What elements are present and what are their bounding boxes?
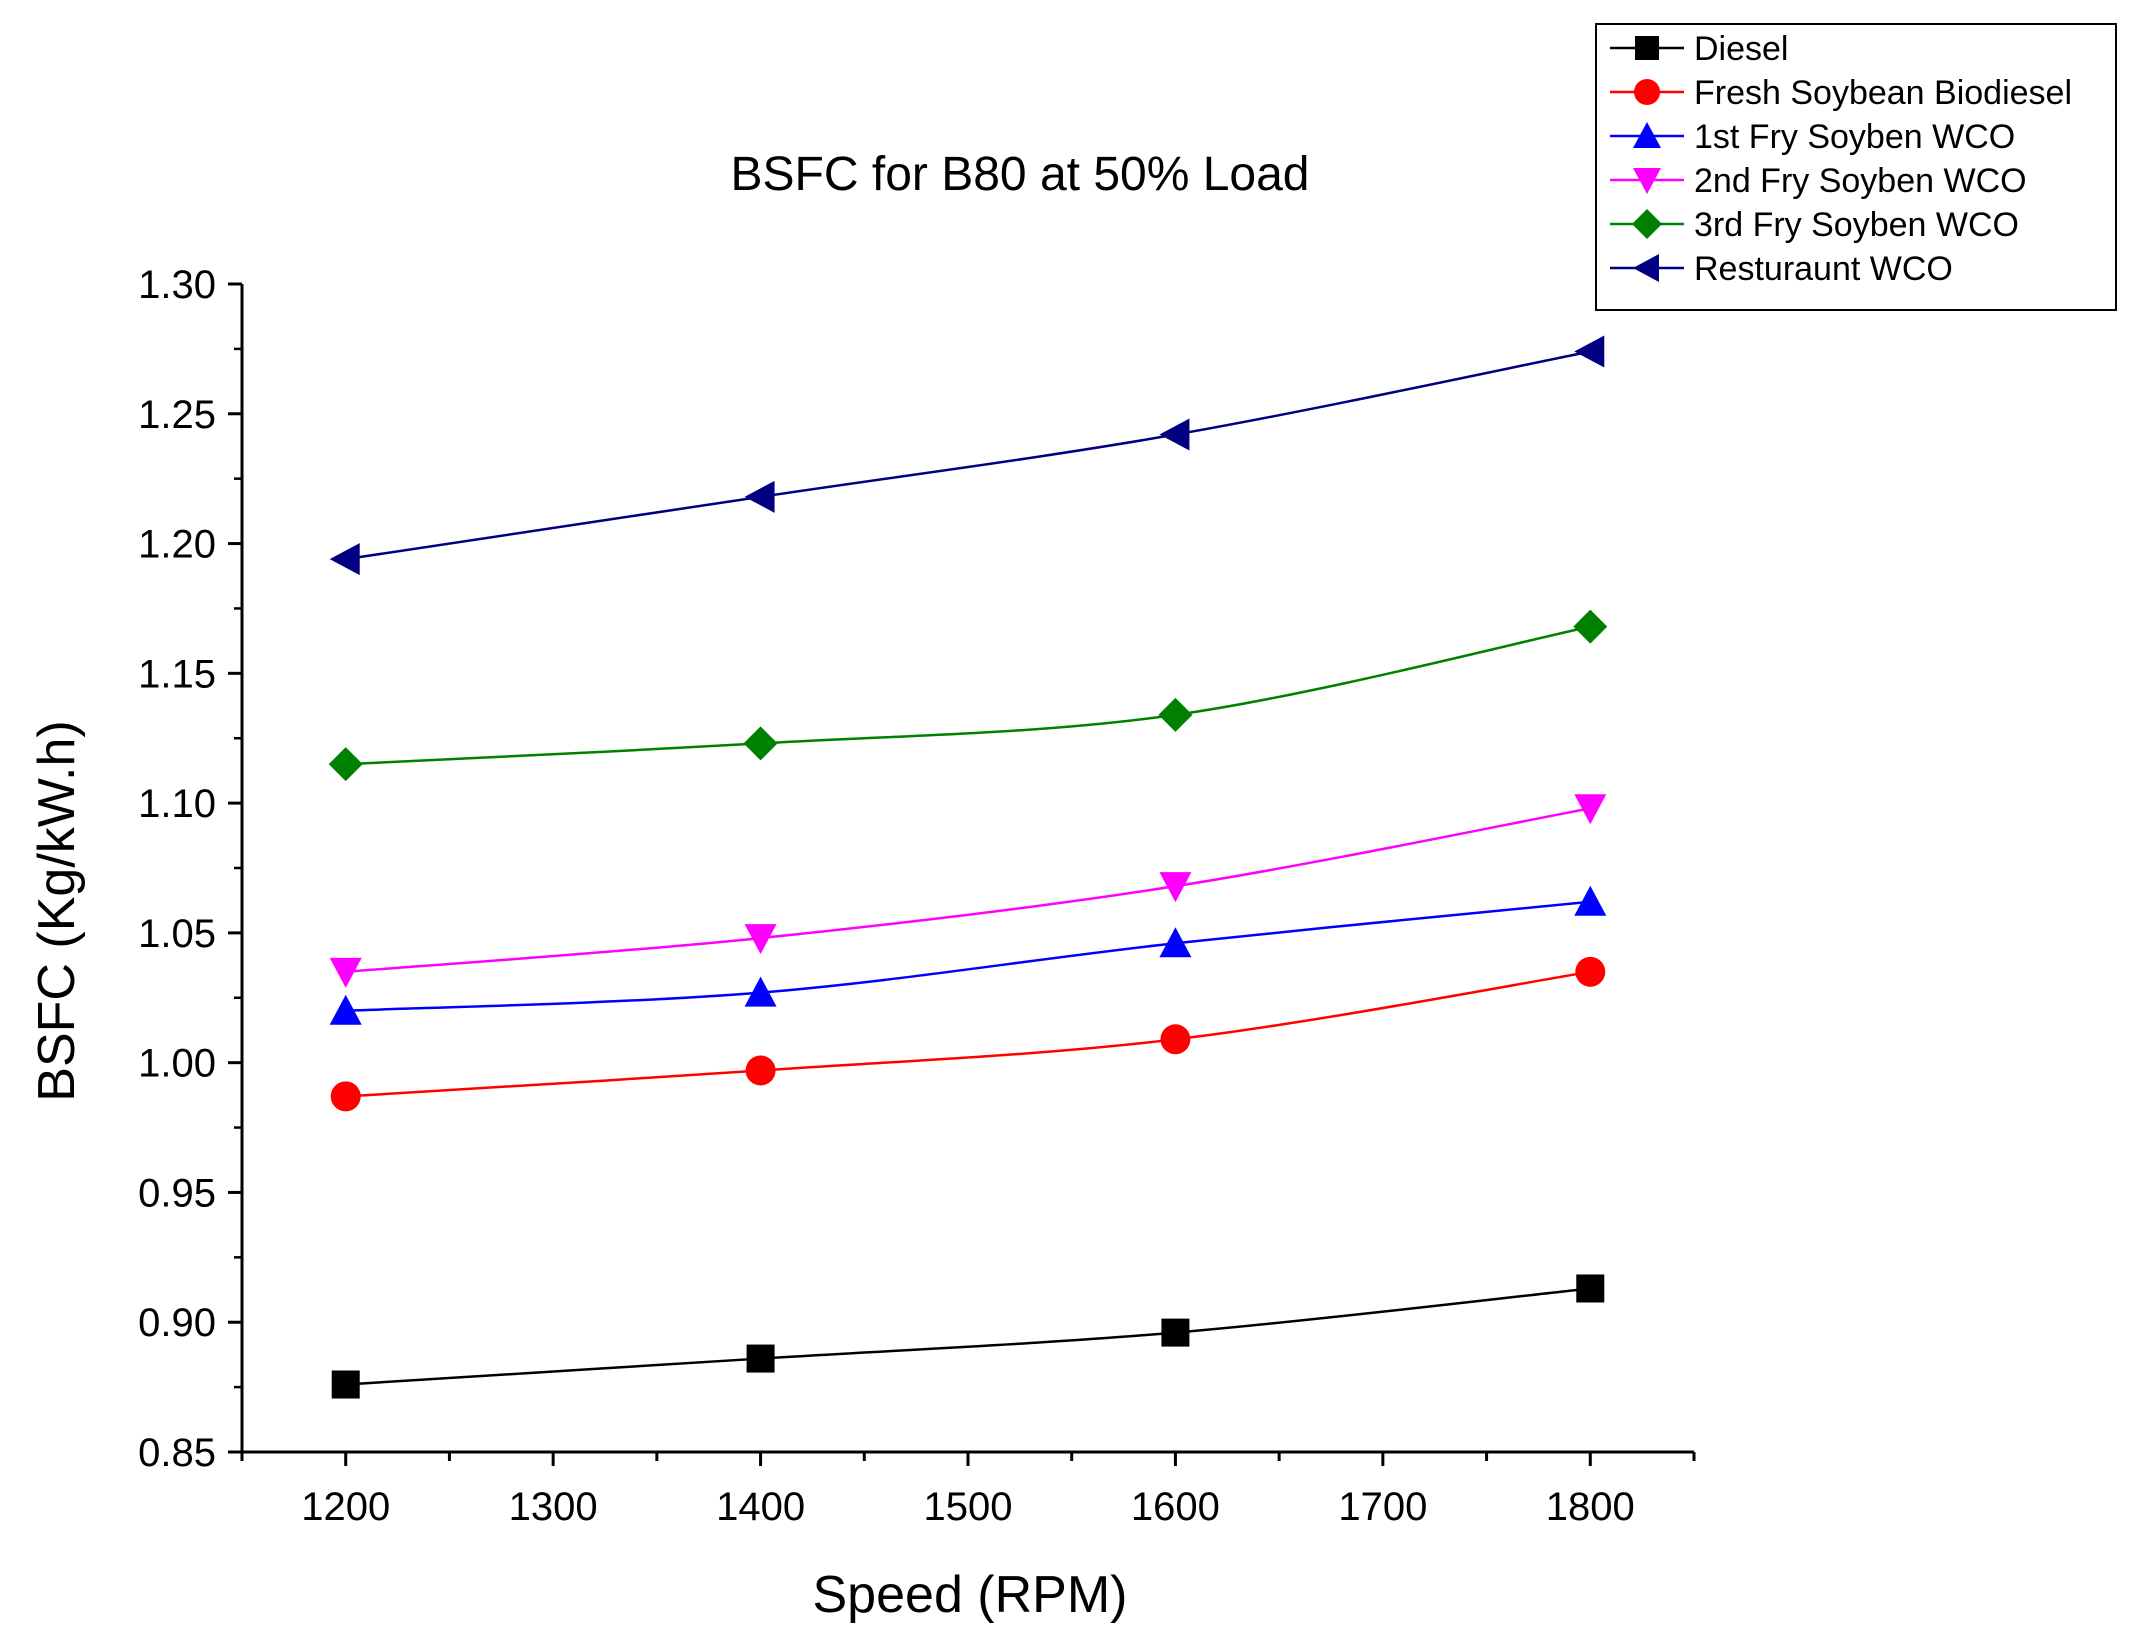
data-point-4 — [328, 747, 363, 782]
series-lines — [345, 350, 1591, 1386]
legend-marker-2 — [1633, 122, 1661, 148]
legend-label-2: 1st Fry Soyben WCO — [1694, 118, 2015, 156]
x-tick-label: 1600 — [1131, 1485, 1220, 1529]
legend-box — [1595, 23, 2117, 311]
y-tick-label: 1.15 — [138, 652, 216, 696]
series-markers — [328, 335, 1608, 1399]
y-tick-label: 1.30 — [138, 263, 216, 307]
y-tick-label: 0.95 — [138, 1171, 216, 1215]
data-point-5 — [1159, 418, 1190, 451]
data-point-2 — [329, 994, 362, 1025]
data-point-1 — [1575, 956, 1606, 987]
data-point-0 — [1576, 1274, 1605, 1303]
y-tick-label: 1.25 — [138, 393, 216, 437]
axes: 0.85 0.90 0.95 1.00 1.05 1.10 1.15 1.20 1.25 1.30… — [138, 263, 1696, 1529]
data-point-2 — [744, 976, 777, 1007]
data-point-5 — [744, 480, 775, 513]
data-point-4 — [1573, 609, 1608, 644]
data-point-4 — [743, 726, 778, 761]
data-point-5 — [329, 543, 360, 576]
legend-marker-3 — [1633, 168, 1661, 194]
legend-marker-4 — [1632, 209, 1662, 239]
series-line-1 — [345, 970, 1591, 1098]
series-line-3 — [345, 807, 1591, 974]
x-tick-label: 1300 — [509, 1485, 598, 1529]
series-line-2 — [345, 900, 1591, 1013]
data-point-0 — [746, 1344, 775, 1373]
chart-title: BSFC for B80 at 50% Load — [731, 148, 1310, 201]
x-tick-label: 1200 — [301, 1485, 390, 1529]
data-point-4 — [1158, 697, 1193, 732]
y-tick-label: 1.10 — [138, 782, 216, 826]
data-point-2 — [1574, 885, 1607, 916]
y-tick-label: 0.90 — [138, 1301, 216, 1345]
x-tick-label: 1400 — [716, 1485, 805, 1529]
y-tick-label: 0.85 — [138, 1431, 216, 1475]
series-line-0 — [345, 1287, 1591, 1386]
x-tick-label: 1800 — [1546, 1485, 1635, 1529]
legend-label-5: Resturaunt WCO — [1694, 250, 1953, 288]
y-tick-label: 1.05 — [138, 912, 216, 956]
y-tick-label: 1.00 — [138, 1042, 216, 1086]
data-point-3 — [744, 924, 777, 955]
x-tick-label: 1500 — [924, 1485, 1013, 1529]
data-point-5 — [1574, 335, 1605, 368]
legend-label-4: 3rd Fry Soyben WCO — [1694, 206, 2019, 244]
data-point-2 — [1159, 927, 1192, 958]
legend-marker-0 — [1635, 36, 1659, 60]
data-point-3 — [1574, 794, 1607, 825]
x-tick-label: 1700 — [1338, 1485, 1427, 1529]
data-point-1 — [745, 1055, 776, 1086]
legend-marker-5 — [1633, 254, 1659, 282]
legend-label-3: 2nd Fry Soyben WCO — [1694, 162, 2027, 200]
series-line-4 — [345, 625, 1591, 766]
data-point-1 — [1160, 1024, 1191, 1055]
data-point-3 — [329, 957, 362, 988]
legend-label-0: Diesel — [1694, 30, 1788, 68]
series-line-5 — [345, 350, 1591, 561]
data-point-0 — [1161, 1318, 1190, 1347]
data-point-1 — [330, 1081, 361, 1112]
legend-label-1: Fresh Soybean Biodiesel — [1694, 74, 2072, 112]
data-point-3 — [1159, 872, 1192, 903]
x-axis-label: Speed (RPM) — [813, 1566, 1128, 1624]
data-point-0 — [331, 1370, 360, 1399]
legend-marker-1 — [1634, 79, 1660, 105]
y-tick-label: 1.20 — [138, 523, 216, 567]
y-axis-label: BSFC (Kg/kW.h) — [28, 720, 86, 1101]
legend: Diesel Fresh Soybean Biodiesel 1st Fry Soy… — [1595, 23, 2117, 311]
